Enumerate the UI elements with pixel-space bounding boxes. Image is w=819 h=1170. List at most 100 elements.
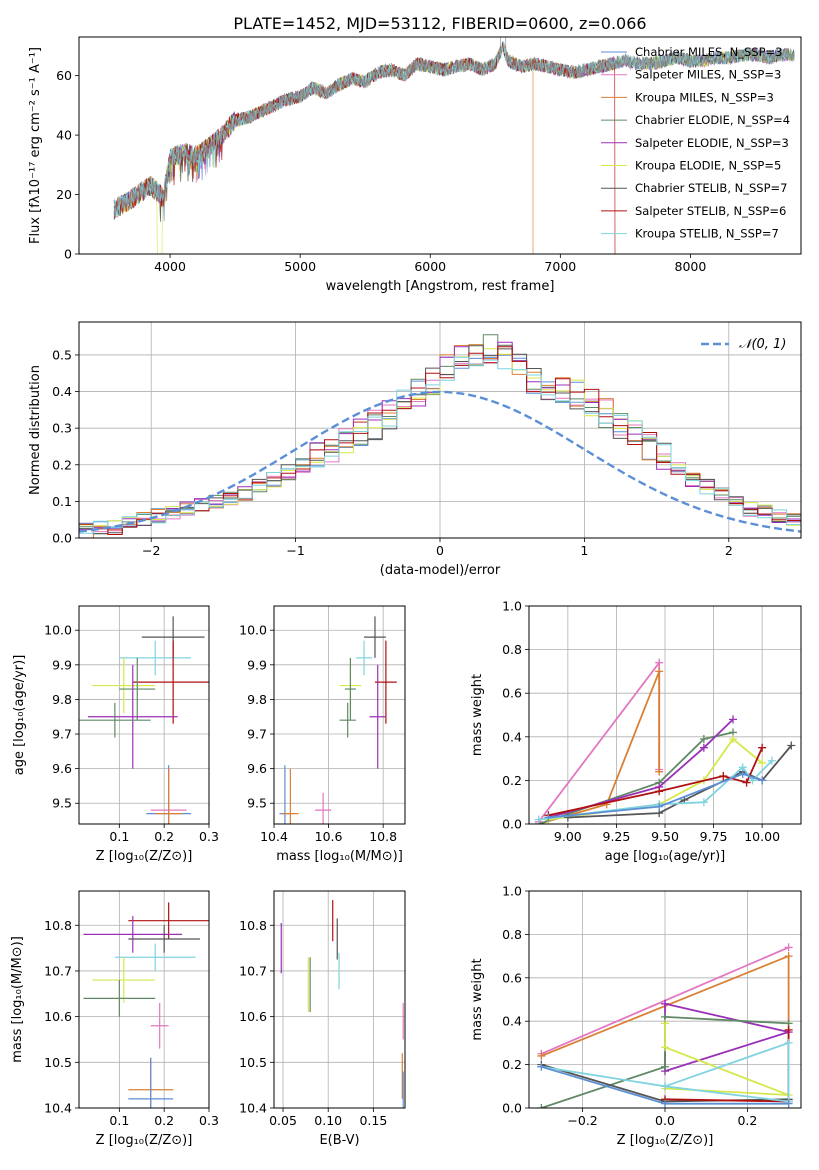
x-tick-label: −1: [286, 543, 304, 558]
x-tick-label: 8000: [675, 259, 707, 274]
weight-marker-krou_miles: [655, 767, 664, 776]
y-tick-label: 1.0: [502, 599, 522, 614]
y-tick-label: 0.0: [502, 1101, 522, 1116]
plot-area: [113, 37, 795, 254]
axes-frame: [273, 890, 406, 1109]
weight-marker-salp_miles: [784, 943, 793, 952]
weight-marker-krou_stelib: [661, 1082, 669, 1091]
x-tick-label: 4000: [154, 259, 186, 274]
y-tick-label: 0.4: [502, 1014, 522, 1029]
x-tick-label: 2: [725, 543, 733, 558]
y-tick-label: 9.5: [247, 796, 267, 811]
weight-marker-krou_elodie: [661, 1019, 669, 1028]
x-tick-label: 1: [580, 543, 588, 558]
legend-entry: Chabrier MILES, N_SSP=3: [635, 45, 782, 59]
y-tick-label: 10.8: [239, 918, 267, 933]
weight-marker-salp_stelib: [742, 778, 751, 787]
x-axis-label: Z [log₁₀(Z/Z⊙)]: [96, 849, 193, 864]
x-tick-label: 0: [436, 543, 444, 558]
plot-area: [79, 334, 801, 538]
legend-entry: Chabrier STELIB, N_SSP=7: [635, 181, 787, 195]
x-tick-label: 9.75: [700, 829, 728, 844]
histogram-step-salp_stelib: [79, 346, 801, 535]
weight-marker-chab_miles: [784, 1099, 793, 1108]
y-axis-label: mass weight: [470, 958, 485, 1040]
weight-marker-chab_miles: [738, 769, 747, 778]
y-tick-label: 10.0: [239, 623, 267, 638]
x-axis-label: wavelength [Angstrom, rest frame]: [326, 279, 555, 294]
plot-area: [83, 902, 209, 1108]
x-tick-label: 0.3: [199, 1113, 219, 1128]
y-tick-label: 10.0: [44, 623, 72, 638]
spectrum-line-chab_stelib: [113, 42, 795, 222]
weight-marker-salp_elodie: [699, 743, 708, 752]
weight-marker-chab_miles: [537, 1062, 546, 1071]
y-tick-label: 0.2: [52, 457, 72, 472]
weight-line-krou_stelib: [538, 760, 773, 821]
axes-frame: [528, 890, 802, 1109]
weight-marker-krou_miles: [537, 1051, 546, 1060]
x-tick-label: 0.0: [655, 1113, 675, 1128]
y-tick-label: 0.2: [502, 1057, 522, 1072]
weight-marker-krou_stelib: [784, 1038, 793, 1047]
x-tick-label: 0.15: [359, 1113, 387, 1128]
plot-area: [279, 616, 397, 824]
y-tick-label: 40: [56, 128, 72, 143]
y-tick-label: 9.7: [247, 727, 267, 742]
x-axis-label: E(B-V): [319, 1133, 359, 1148]
y-tick-label: 9.9: [247, 657, 267, 672]
y-tick-label: 60: [56, 68, 72, 83]
weight-marker-krou_elodie: [729, 734, 737, 743]
x-tick-label: 9.50: [651, 829, 679, 844]
y-tick-label: 10.5: [44, 1055, 72, 1070]
legend-entry: Chabrier ELODIE, N_SSP=4: [635, 113, 790, 127]
axes-frame: [78, 605, 210, 825]
y-tick-label: 0.4: [52, 384, 72, 399]
weight-marker-chab_miles: [655, 802, 664, 811]
weight-line-salp_elodie: [548, 718, 734, 819]
age-vs-mass-panel: 10.4 10.6 10.8 9.5 9.6 9.7 9.8 9.9 10.0 mass [log…: [239, 605, 406, 864]
y-tick-label: 9.8: [52, 692, 72, 707]
legend-entry: Salpeter ELODIE, N_SSP=3: [635, 136, 789, 150]
x-tick-label: 7000: [544, 259, 576, 274]
y-tick-label: 9.6: [52, 761, 72, 776]
weight-marker-salp_stelib: [719, 772, 728, 781]
weight-marker-salp_stelib: [758, 743, 767, 752]
weight-marker-salp_stelib: [655, 787, 664, 796]
x-tick-label: 0.2: [737, 1113, 757, 1128]
y-tick-label: 0.4: [502, 729, 522, 744]
y-axis-label: age [log₁₀(age/yr)]: [12, 655, 27, 776]
weight-vs-age-panel: 9.00 9.25 9.50 9.75 10.00 0.0 0.2 0.4 0.6 0.8 1.0 a…: [470, 599, 802, 864]
y-tick-label: 10.4: [44, 1101, 72, 1116]
x-tick-label: 10.4: [260, 829, 288, 844]
x-tick-label: 5000: [284, 259, 316, 274]
y-axis-label: Flux [fλ10⁻¹⁷ erg cm⁻² s⁻¹ A⁻¹]: [28, 47, 43, 244]
weight-marker-krou_miles: [655, 667, 664, 676]
weight-marker-krou_elodie: [758, 758, 767, 767]
weight-marker-salp_miles: [655, 658, 664, 667]
y-tick-label: 9.5: [52, 796, 72, 811]
x-tick-label: 9.00: [554, 829, 582, 844]
weight-marker-chab_miles: [544, 813, 553, 822]
y-tick-label: 0.0: [52, 531, 72, 546]
x-tick-label: 0.2: [154, 1113, 174, 1128]
weight-line-salp_miles: [537, 660, 661, 823]
axes-frame: [273, 605, 406, 825]
weight-line-salp_elodie: [664, 1002, 793, 1073]
y-tick-label: 10.6: [239, 1009, 267, 1024]
residual-histogram-panel: −2 −1 0 1 2 0.0 0.1 0.2 0.3 0.4 0.5 (data-model)/er…: [28, 321, 802, 578]
y-tick-label: 9.6: [247, 761, 267, 776]
x-tick-label: 6000: [414, 259, 446, 274]
y-tick-label: 0.6: [502, 970, 522, 985]
figure-title: PLATE=1452, MJD=53112, FIBERID=0600, z=0…: [233, 14, 646, 33]
y-tick-label: 0.1: [52, 494, 72, 509]
x-tick-label: 9.25: [603, 829, 631, 844]
weight-marker-chab_miles: [661, 1099, 669, 1108]
legend-entry: Kroupa STELIB, N_SSP=7: [635, 227, 779, 241]
weight-line-krou_miles: [538, 671, 661, 824]
plot-area: [280, 900, 404, 1108]
y-tick-label: 10.7: [239, 963, 267, 978]
x-tick-label: 0.1: [109, 1113, 129, 1128]
y-tick-label: 10.6: [44, 1009, 72, 1024]
